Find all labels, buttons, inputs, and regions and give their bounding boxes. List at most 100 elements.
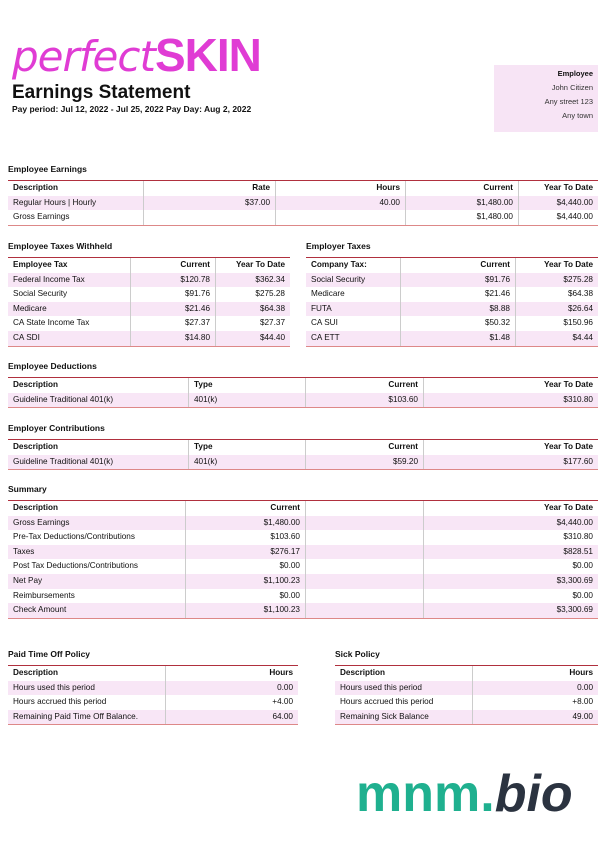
table-cell: $50.32 [400, 316, 515, 331]
table-row: Social Security $91.76 $275.28 [8, 287, 290, 302]
table: Description Current Year To Date Gross Earn… [8, 500, 598, 619]
column-header: Year To Date [518, 181, 598, 196]
table-cell: $0.00 [185, 559, 305, 574]
column-header: Description [340, 668, 386, 677]
table-cell: +4.00 [165, 695, 298, 710]
table-row: Gross Earnings $1,480.00 $4,440.00 [8, 515, 598, 531]
table-cell: Guideline Traditional 401(k) [13, 456, 114, 466]
section: Summary Description Current Year To Date Gro… [8, 484, 598, 619]
table-row: CA SDI $14.80 $44.40 [8, 330, 290, 347]
table-cell [143, 210, 275, 225]
column-header: Description [13, 503, 59, 512]
table-row: Hours used this period 0.00 [8, 680, 298, 696]
table-cell: Social Security [13, 289, 68, 299]
table: Description Type Current Year To Date Guidel… [8, 377, 598, 409]
table-cell: CA ETT [311, 332, 340, 342]
table-cell: $0.00 [423, 559, 598, 574]
table-cell: 401(k) [188, 392, 305, 408]
table-cell: Reimbursements [13, 590, 75, 600]
employee-town: Any town [562, 111, 593, 120]
table-row: Guideline Traditional 401(k) 401(k) $59.20… [8, 454, 598, 471]
table-cell: $1,100.23 [185, 573, 305, 589]
table-row: Social Security $91.76 $275.28 [306, 272, 598, 288]
section-title: Employer Contributions [8, 423, 105, 433]
table-cell: $4.44 [515, 330, 598, 346]
table-row: Employee Tax Current Year To Date [8, 258, 290, 273]
table-cell: $64.38 [515, 287, 598, 302]
table-cell: $276.17 [185, 544, 305, 560]
table-row: Hours used this period 0.00 [335, 680, 598, 696]
watermark-part: bio [494, 765, 573, 823]
column-header: Current [185, 501, 305, 516]
column-header: Current [130, 258, 215, 273]
table-cell: $21.46 [400, 287, 515, 302]
table-row: Description Current Year To Date [8, 501, 598, 516]
table-cell [305, 603, 423, 618]
table-cell: $59.20 [305, 454, 423, 470]
table-row: Description Hours [8, 666, 298, 681]
table-cell: 40.00 [275, 195, 405, 211]
table-cell: $64.38 [215, 301, 290, 317]
table-cell: $4,440.00 [518, 210, 598, 225]
table-cell: $828.51 [423, 544, 598, 560]
table-cell: 0.00 [472, 680, 598, 696]
employee-name: John Citizen [551, 83, 593, 92]
table-row: Company Tax: Current Year To Date [306, 258, 598, 273]
employee-street: Any street 123 [544, 97, 593, 106]
column-header: Current [400, 258, 515, 273]
table-cell: $150.96 [515, 316, 598, 331]
section: Employer Taxes Company Tax: Current Year To… [306, 241, 598, 347]
table-cell: FUTA [311, 303, 332, 313]
table-row: Description Type Current Year To Date [8, 378, 598, 393]
table-cell: Gross Earnings [13, 212, 70, 222]
table-cell: $1,480.00 [405, 195, 518, 211]
table-cell [305, 544, 423, 560]
table-row: Federal Income Tax $120.78 $362.34 [8, 272, 290, 288]
table-cell: $27.37 [215, 316, 290, 331]
table: Description Rate Hours Current Year To Date R… [8, 180, 598, 226]
column-header: Year To Date [423, 440, 598, 455]
section: Employer Contributions Description Type Cur… [8, 423, 598, 471]
table-cell: $275.28 [215, 287, 290, 302]
table: Company Tax: Current Year To Date Social Se… [306, 257, 598, 347]
table-row: Check Amount $1,100.23 $3,300.69 [8, 603, 598, 619]
table-cell: 49.00 [472, 709, 598, 725]
table-cell: $0.00 [185, 588, 305, 604]
table-cell: Remaining Sick Balance [340, 711, 429, 721]
table-cell [275, 210, 405, 225]
column-header: Year To Date [215, 258, 290, 273]
table-cell: CA State Income Tax [13, 318, 90, 328]
table-cell: Post Tax Deductions/Contributions [13, 561, 139, 571]
table-cell: 401(k) [188, 454, 305, 470]
table-row: Remaining Sick Balance 49.00 [335, 709, 598, 726]
table-row: Gross Earnings $1,480.00 $4,440.00 [8, 210, 598, 226]
column-header: Current [305, 378, 423, 393]
table-cell: 64.00 [165, 709, 298, 725]
table-cell: $4,440.00 [423, 515, 598, 531]
column-header: Rate [143, 181, 275, 196]
table-row: Medicare $21.46 $64.38 [8, 301, 290, 317]
table-cell: $3,300.69 [423, 573, 598, 589]
table-cell: $1,480.00 [185, 515, 305, 531]
table-cell: Net Pay [13, 575, 43, 585]
table-cell: $26.64 [515, 301, 598, 317]
table-row: Guideline Traditional 401(k) 401(k) $103.6… [8, 392, 598, 409]
table-cell: $177.60 [423, 454, 598, 470]
table-cell: $103.60 [185, 530, 305, 545]
watermark-part: mnm. [356, 765, 495, 823]
table-cell: $14.80 [130, 330, 215, 346]
table-cell: $44.40 [215, 330, 290, 346]
table-cell: $1,100.23 [185, 603, 305, 618]
column-header: Current [305, 440, 423, 455]
column-header: Year To Date [423, 378, 598, 393]
column-header: Hours [165, 666, 298, 681]
column-header: Type [188, 378, 305, 393]
table: Employee Tax Current Year To Date Federal I… [8, 257, 290, 347]
table-cell: Taxes [13, 546, 35, 556]
column-header: Hours [275, 181, 405, 196]
table: Description Hours Hours used this period 0.… [8, 665, 298, 726]
table-row: Net Pay $1,100.23 $3,300.69 [8, 573, 598, 589]
table-cell: Regular Hours | Hourly [13, 197, 97, 207]
pay-period: Pay period: Jul 12, 2022 - Jul 25, 2022 … [12, 104, 252, 114]
